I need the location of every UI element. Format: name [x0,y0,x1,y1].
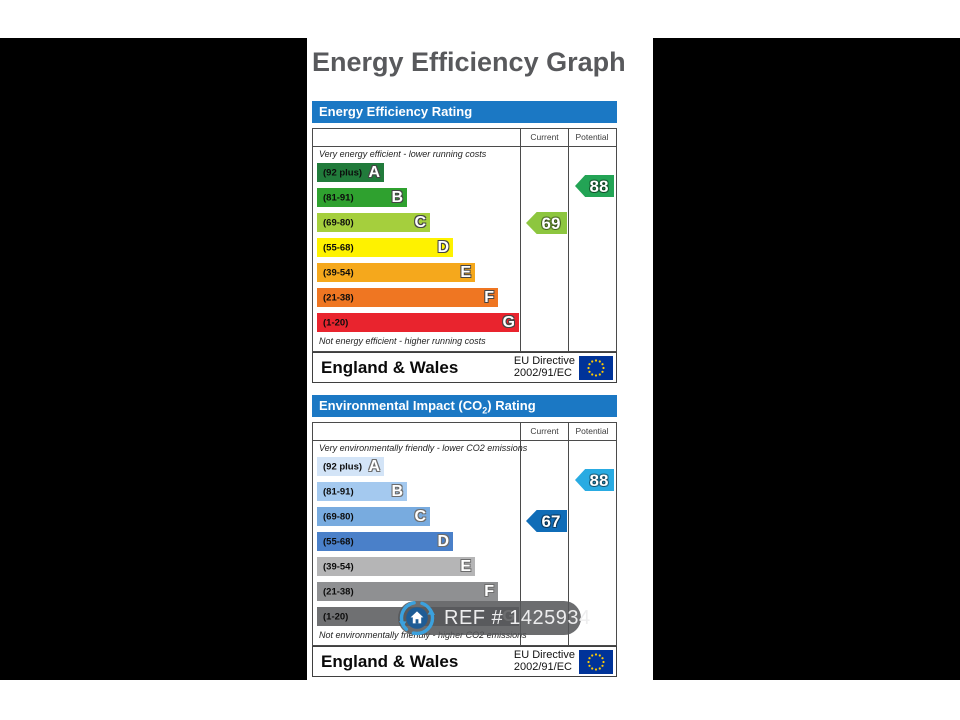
band-e-range: (39-54) [323,267,354,278]
house-sync-icon [397,598,437,638]
band-c: (69-80) C [317,507,430,526]
energy-rating-header-label: Energy Efficiency Rating [319,104,473,119]
header-row-divider [313,440,616,441]
band-f-letter: F [484,288,494,306]
band-f-letter: F [484,582,494,600]
eu-directive-label: EU Directive 2002/91/EC [513,355,575,379]
energy-rating-header: Energy Efficiency Rating [312,101,617,123]
column-divider [568,129,569,351]
region-label: England & Wales [321,651,459,671]
eu-flag-icon [579,649,613,674]
band-g-range: (1-20) [323,611,349,622]
band-b: (81-91) B [317,482,407,501]
band-e: (39-54) E [317,263,475,282]
band-d-letter: D [437,532,449,550]
current-score-value: 69 [541,213,561,233]
band-a-letter: A [368,457,380,475]
band-b-range: (81-91) [323,192,354,203]
band-a: (92 plus) A [317,457,384,476]
current-score-arrow: 67 [526,510,567,532]
environmental-rating-table: Current Potential Very environmentally f… [312,422,617,646]
not-efficient-note: Not energy efficient - higher running co… [319,336,486,346]
band-b-letter: B [391,188,403,206]
band-f: (21-38) F [317,288,498,307]
column-divider [520,129,521,351]
band-c-range: (69-80) [323,511,354,522]
band-e-letter: E [460,557,471,575]
energy-rating-table: Current Potential Very energy efficient … [312,128,617,352]
environmental-rating-header: Environmental Impact (CO2) Rating [312,395,617,417]
efficient-note: Very energy efficient - lower running co… [319,149,487,159]
band-c-letter: C [414,213,426,231]
column-divider [568,423,569,645]
band-d: (55-68) D [317,238,453,257]
current-score-arrow: 69 [526,212,567,234]
band-f-range: (21-38) [323,586,354,597]
band-e-range: (39-54) [323,561,354,572]
letterbox-right [653,38,960,680]
potential-score-value: 88 [589,470,609,490]
potential-score-arrow: 88 [575,175,614,197]
band-e-letter: E [460,263,471,281]
eu-directive-label: EU Directive 2002/91/EC [513,649,575,673]
page-title: Energy Efficiency Graph [312,47,626,77]
region-label: England & Wales [321,357,459,377]
potential-score-value: 88 [589,176,609,196]
header-row-divider [313,146,616,147]
environmental-rating-header-label: Environmental Impact (CO2) Rating [319,398,536,416]
band-c: (69-80) C [317,213,430,232]
current-score-value: 67 [541,511,561,531]
band-a-range: (92 plus) [323,167,363,178]
band-d-range: (55-68) [323,242,354,253]
band-d-range: (55-68) [323,536,354,547]
band-a-letter: A [368,163,380,181]
band-b: (81-91) B [317,188,407,207]
ref-watermark-badge: REF # 1425934 [397,598,590,638]
band-d-letter: D [437,238,449,256]
current-column-header: Current [530,426,559,436]
eu-flag-icon [579,355,613,380]
band-f: (21-38) F [317,582,498,601]
band-f-range: (21-38) [323,292,354,303]
band-c-letter: C [414,507,426,525]
band-b-letter: B [391,482,403,500]
column-divider [520,423,521,645]
potential-score-arrow: 88 [575,469,614,491]
energy-rating-footer: England & Wales EU Directive 2002/91/EC [312,352,617,383]
band-d: (55-68) D [317,532,453,551]
band-a: (92 plus) A [317,163,384,182]
band-e: (39-54) E [317,557,475,576]
band-g-range: (1-20) [323,317,349,328]
environmental-rating-footer: England & Wales EU Directive 2002/91/EC [312,646,617,677]
band-g: (1-20) G [317,313,519,332]
band-g-letter: G [502,313,515,331]
friendly-note: Very environmentally friendly - lower CO… [319,443,528,453]
ref-number-label: REF # 1425934 [444,606,591,629]
band-a-range: (92 plus) [323,461,363,472]
band-b-range: (81-91) [323,486,354,497]
band-c-range: (69-80) [323,217,354,228]
current-column-header: Current [530,132,559,142]
letterbox-left [0,38,307,680]
potential-column-header: Potential [575,426,609,436]
not-friendly-note: Not environmentally friendly - higher CO… [319,630,527,640]
potential-column-header: Potential [575,132,609,142]
